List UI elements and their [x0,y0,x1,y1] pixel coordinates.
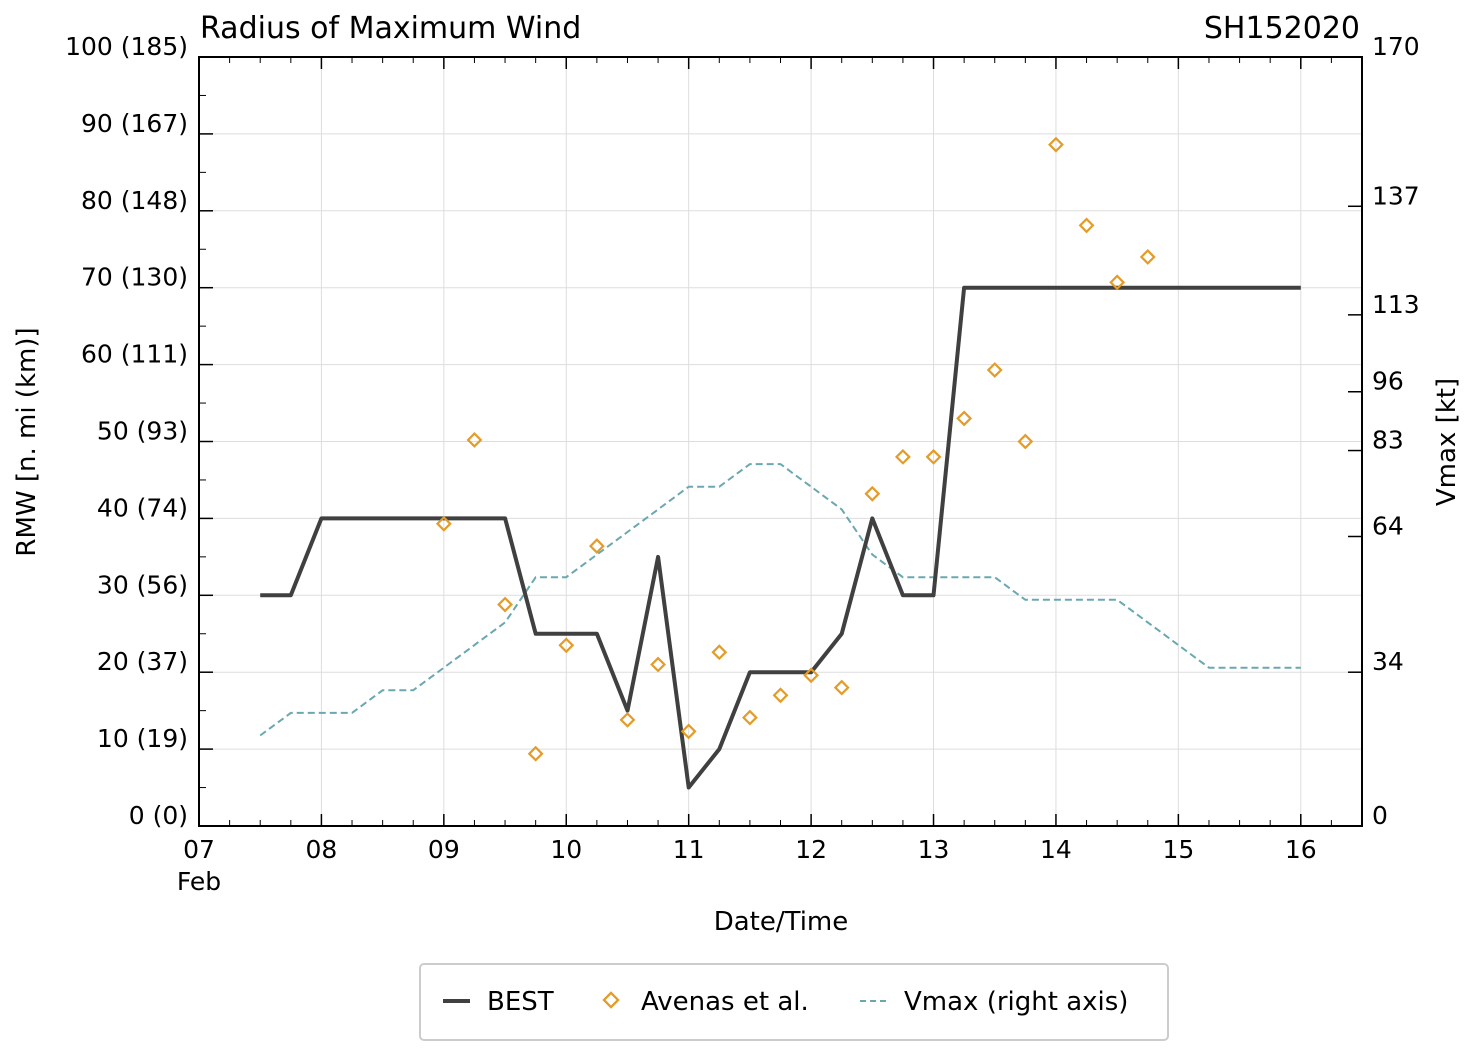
y2-tick-label: 170 [1372,32,1420,61]
avenas-point [527,745,544,762]
y-tick-label: 70 (130) [81,263,188,292]
best-line [260,285,1301,790]
vmax-series [259,463,1301,737]
x-tick-label: 07 [183,835,215,864]
legend-avenas-swatch [602,991,620,1009]
avenas-point [435,515,452,532]
avenas-point [956,410,973,427]
x-tick-label: 13 [918,835,950,864]
avenas-point [741,709,758,726]
y-tick-label: 90 (167) [81,109,188,138]
y-tick-label: 80 (148) [81,186,188,215]
vmax-line [259,463,1301,737]
y-tick-label: 10 (19) [97,724,188,753]
avenas-point [711,644,728,661]
x-tick-label: 14 [1040,835,1072,864]
month-label: Feb [177,867,221,896]
best-series [260,285,1301,790]
avenas-point [466,432,483,448]
avenas-point [558,637,575,654]
y2-axis-title: Vmax [kt] [1432,378,1462,506]
y-tick-label: 20 (37) [97,647,188,676]
y2-tick-label: 113 [1372,290,1420,319]
avenas-point [864,485,881,502]
y-tick-label: 50 (93) [97,417,188,446]
y-tick-label: 60 (111) [81,340,188,369]
x-tick-label: 11 [673,835,705,864]
avenas-point [588,538,605,555]
x-tick-label: 09 [428,835,460,864]
x-tick-label: 15 [1162,835,1194,864]
x-tick-label: 08 [306,835,338,864]
avenas-point [619,711,636,728]
y-tick-label: 30 (56) [97,570,188,599]
avenas-point [650,656,666,673]
avenas-point [497,596,513,613]
avenas-point [833,679,850,696]
avenas-point [1139,249,1156,265]
avenas-point [1109,274,1126,291]
y-tick-label: 40 (74) [97,493,188,522]
y2-tick-label: 64 [1372,511,1404,540]
y-axis-title: RMW [n. mi (km)] [12,327,42,556]
avenas-point [1078,217,1095,234]
avenas-point [986,362,1003,378]
avenas-point [895,448,911,465]
legend-avenas-label: Avenas et al. [641,987,809,1017]
avenas-point [680,723,697,740]
chart-title: Radius of Maximum Wind [200,11,581,46]
legend: BEST Avenas et al. Vmax (right axis) [419,963,1169,1041]
y2-tick-label: 83 [1372,426,1404,455]
legend-vmax-label: Vmax (right axis) [904,987,1128,1017]
y2-tick-label: 34 [1372,647,1404,676]
legend-best-label: BEST [487,987,554,1017]
x-tick-label: 16 [1285,835,1317,864]
y2-tick-label: 0 [1372,801,1388,830]
avenas-point [1017,433,1034,450]
avenas-point [803,667,820,684]
x-axis-title: Date/Time [714,907,849,937]
tick-labels: 07 08 09 10 11 12 13 14 15 16 0 (0) 10 (19) 20 (37) 3… [65,32,1420,864]
y2-tick-label: 137 [1372,181,1420,210]
y2-tick-label: 96 [1372,367,1404,396]
x-tick-label: 12 [795,835,827,864]
y-tick-label: 0 (0) [129,801,188,830]
axis-ticks [198,56,1362,827]
y-tick-label: 100 (185) [65,32,188,61]
avenas-series [435,136,1156,762]
avenas-point [925,448,942,465]
avenas-point [1048,136,1064,153]
storm-id: SH152020 [1204,11,1360,46]
legend-box [419,963,1169,1041]
x-tick-label: 10 [550,835,582,864]
avenas-point [772,687,789,704]
